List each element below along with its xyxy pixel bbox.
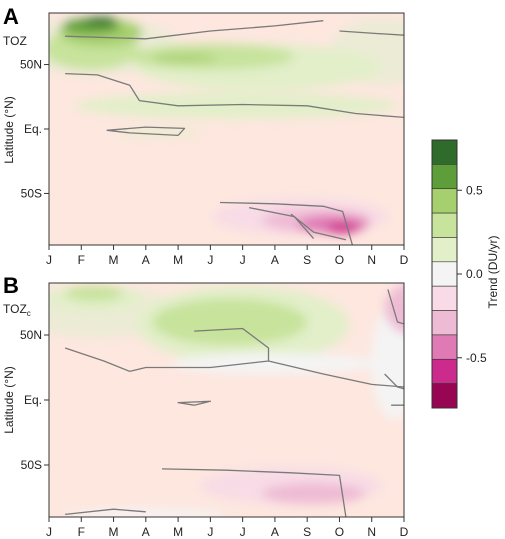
trend-region: [262, 483, 366, 504]
colorbar-swatch: [431, 358, 458, 384]
trend-region: [65, 285, 124, 302]
x-tick-label: D: [400, 525, 409, 539]
colorbar-swatch: [431, 334, 458, 360]
x-tick-label: M: [173, 253, 183, 267]
colorbar-swatch: [431, 188, 458, 214]
x-tick-label: S: [303, 253, 311, 267]
significance-contour: [64, 347, 130, 373]
significance-contour: [268, 360, 404, 388]
x-tick-label: J: [240, 253, 246, 267]
x-tick-label: J: [240, 525, 246, 539]
panel-a-letter: A: [3, 4, 19, 29]
y-tick-label: 50S: [21, 186, 42, 200]
y-tick-label: Eq.: [24, 393, 42, 407]
colorbar-swatch: [431, 383, 458, 409]
colorbar-tick-label: 0.0: [466, 267, 483, 281]
colorbar-swatch: [431, 285, 458, 311]
panel-b-y-axis: 50N Eq. 50S: [20, 328, 49, 472]
x-tick-label: M: [109, 525, 119, 539]
significance-contour: [177, 400, 212, 406]
colorbar-swatch: [431, 212, 458, 238]
significance-contour: [65, 72, 404, 119]
y-tick-label: 50S: [21, 458, 42, 472]
significance-contour: [161, 468, 347, 517]
colorbar-swatch: [431, 237, 458, 263]
x-tick-label: J: [207, 253, 213, 267]
trend-region: [171, 353, 379, 374]
panel-a-ylabel: Latitude (°N): [2, 96, 16, 164]
x-tick-label: A: [142, 253, 150, 267]
colorbar-swatch: [431, 139, 458, 165]
x-tick-label: A: [271, 253, 279, 267]
significance-contour: [106, 126, 186, 137]
x-tick-label: M: [173, 525, 183, 539]
panel-b-letter: B: [3, 273, 19, 298]
x-tick-label: O: [335, 253, 344, 267]
panel-b-variable-label: TOZc: [3, 302, 31, 318]
x-tick-label: M: [109, 253, 119, 267]
y-tick-label: 50N: [20, 328, 42, 342]
panel-a-y-axis: 50N Eq. 50S: [20, 58, 49, 200]
significance-contour: [65, 508, 146, 516]
significance-contour: [290, 213, 347, 241]
panel-a: A TOZ Latitude (°N) 50N Eq. 50S J F M A M J J A S O…: [2, 4, 409, 267]
panel-b-ylabel: Latitude (°N): [2, 366, 16, 434]
colorbar-tick-label: 0.5: [466, 183, 483, 197]
panel-b: B TOZc Latitude (°N) 50N Eq. 50S J F M A M J J A S…: [2, 273, 409, 539]
trend-region: [326, 223, 359, 234]
x-tick-label: A: [142, 525, 150, 539]
x-tick-label: O: [335, 525, 344, 539]
trend-region: [371, 302, 404, 420]
panel-a-contours: [65, 20, 404, 245]
significance-contour: [384, 373, 404, 390]
significance-contour: [339, 30, 404, 36]
significance-contour: [387, 289, 404, 325]
trend-region: [152, 298, 308, 346]
y-tick-label: 50N: [20, 58, 42, 72]
panel-b-contours: [64, 289, 404, 517]
panel-a-field: [49, 16, 404, 235]
colorbar-cells: [431, 139, 458, 409]
x-tick-label: F: [78, 253, 85, 267]
x-tick-label: N: [367, 525, 376, 539]
x-tick-label: J: [207, 525, 213, 539]
colorbar: 0.5 0.0 -0.5 Trend (DU/yr): [431, 139, 500, 409]
panel-b-field: [49, 284, 404, 517]
colorbar-swatch: [431, 164, 458, 190]
trend-region: [65, 509, 227, 517]
colorbar-ticks: 0.5 0.0 -0.5: [457, 183, 487, 365]
significance-contour: [65, 20, 324, 40]
x-tick-label: D: [400, 253, 409, 267]
trend-region: [84, 16, 117, 25]
colorbar-swatch: [431, 261, 458, 287]
x-tick-label: A: [271, 525, 279, 539]
x-tick-label: N: [367, 253, 376, 267]
colorbar-swatch: [431, 310, 458, 336]
x-tick-label: F: [78, 525, 85, 539]
trend-region: [74, 92, 398, 119]
significance-contour: [219, 201, 354, 245]
x-tick-label: S: [303, 525, 311, 539]
colorbar-tick-label: -0.5: [466, 351, 487, 365]
panel-a-variable-label: TOZ: [3, 34, 27, 48]
trend-region: [152, 54, 217, 62]
x-tick-label: J: [46, 253, 52, 267]
colorbar-label: Trend (DU/yr): [486, 236, 500, 309]
x-tick-label: J: [46, 525, 52, 539]
y-tick-label: Eq.: [24, 122, 42, 136]
